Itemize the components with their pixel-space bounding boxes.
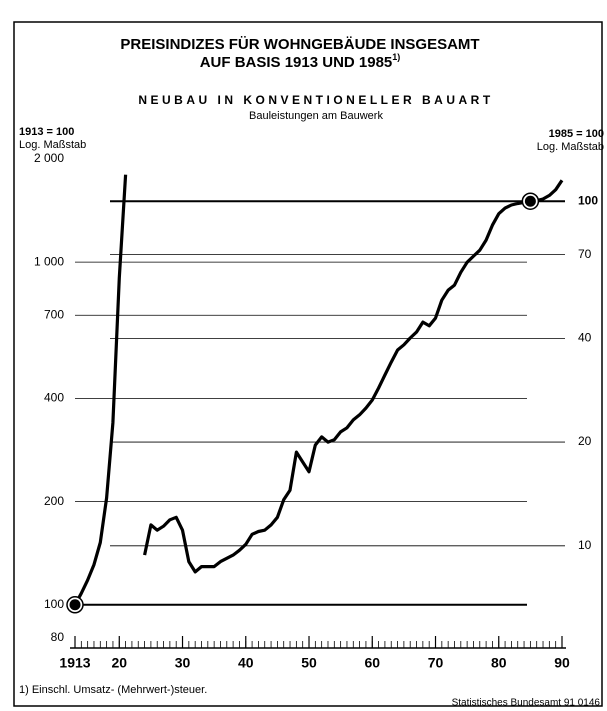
y-tick-label: 2 000 [34, 151, 64, 165]
x-tick-label: 90 [554, 655, 570, 671]
y2-tick-label: 20 [578, 434, 592, 448]
x-tick-label: 80 [491, 655, 507, 671]
x-tick-label: 60 [364, 655, 380, 671]
x-tick-label: 50 [301, 655, 317, 671]
footnote: 1) Einschl. Umsatz- (Mehrwert-)steuer. [19, 684, 207, 696]
series-line [143, 179, 564, 574]
y-tick-label: 200 [44, 494, 64, 508]
y-tick-label: 700 [44, 307, 64, 321]
series-line [73, 174, 128, 606]
y2-tick-label: 40 [578, 331, 592, 345]
x-tick-label: 70 [428, 655, 444, 671]
frame [13, 21, 603, 707]
y2-axis-label: 1985 = 100 [549, 128, 604, 140]
subtitle: NEUBAU IN KONVENTIONELLER BAUART [138, 93, 493, 107]
chart-title: AUF BASIS 1913 UND 19851) [200, 52, 401, 71]
x-tick-label: 40 [238, 655, 254, 671]
x-tick-label: 30 [175, 655, 191, 671]
y-tick-label: 400 [44, 391, 64, 405]
base-marker-dot [524, 195, 536, 207]
base-marker-dot [69, 599, 81, 611]
y2-tick-label: 70 [578, 247, 592, 261]
y-axis-label: 1913 = 100 [19, 126, 74, 138]
y-tick-label: 1 000 [34, 254, 64, 268]
source: Statistisches Bundesamt 91 0146 [452, 698, 601, 709]
chart-title: PREISINDIZES FÜR WOHNGEBÄUDE INSGESAMT [120, 36, 479, 53]
title-line: AUF BASIS 1913 UND 1985 [200, 54, 393, 71]
y2-axis-label: Log. Maßstab [537, 141, 604, 153]
title-note: 1) [392, 52, 400, 62]
y-tick-label: 80 [51, 630, 65, 644]
y-axis-label: Log. Maßstab [19, 139, 86, 151]
y-tick-label: 100 [44, 597, 64, 611]
x-tick-label: 1913 [59, 655, 90, 671]
x-tick-label: 20 [111, 655, 127, 671]
y2-tick-label: 100 [578, 193, 598, 207]
subtitle2: Bauleistungen am Bauwerk [249, 110, 383, 122]
y2-tick-label: 10 [578, 538, 592, 552]
